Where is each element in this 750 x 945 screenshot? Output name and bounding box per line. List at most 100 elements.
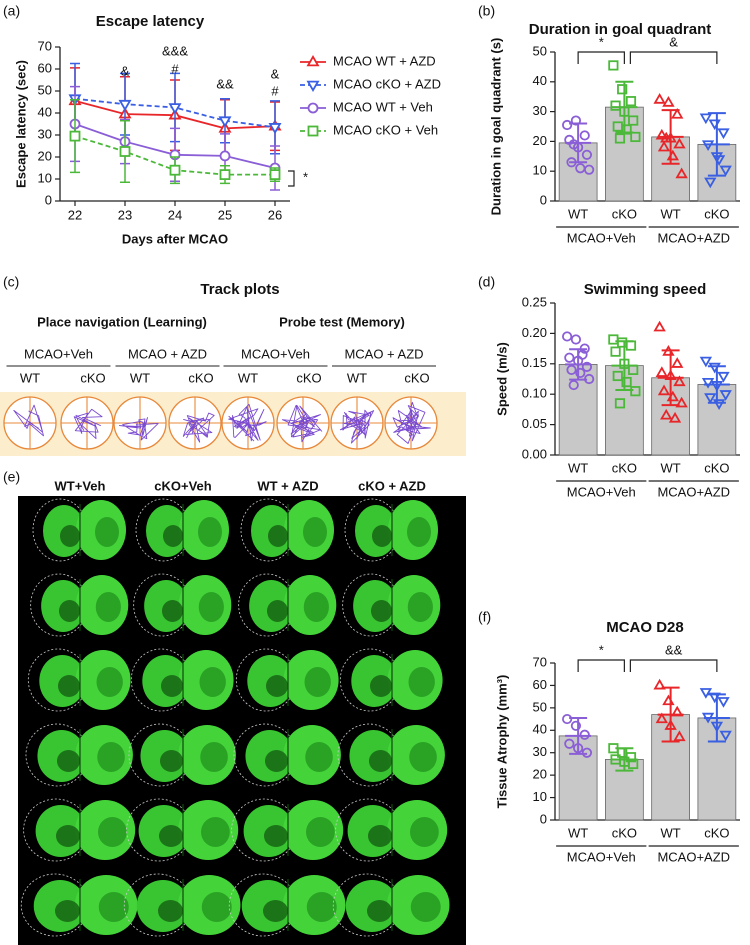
brain-structure: [201, 892, 232, 922]
data-point: [219, 150, 231, 162]
y-tick-label: 10: [533, 163, 547, 178]
swim-track: [118, 417, 159, 441]
error-bar: [565, 348, 592, 381]
data-point: [704, 177, 717, 189]
data-point: [617, 84, 628, 95]
y-tick-label: 50: [38, 82, 52, 97]
brain-structure: [410, 817, 439, 847]
data-point: [655, 128, 669, 140]
data-point: [614, 398, 626, 409]
x-tick-label: WT: [661, 206, 681, 221]
y-tick-label: 30: [533, 744, 547, 759]
section-label: Place navigation (Learning): [37, 314, 207, 329]
brain-structure: [407, 592, 433, 622]
brain-structure: [263, 900, 288, 922]
data-point: [717, 128, 730, 140]
brain-structure: [370, 675, 392, 697]
x-tick-label: WT: [568, 206, 588, 221]
data-point: [579, 130, 590, 141]
data-point: [719, 730, 732, 742]
data-point: [657, 140, 671, 152]
brain-structure: [158, 900, 183, 922]
group-label: MCAO+Veh: [241, 346, 310, 361]
data-point: [564, 352, 575, 363]
chart-title: Track plots: [200, 281, 279, 298]
data-point: [653, 678, 666, 690]
data-point: [662, 96, 675, 107]
data-point: [610, 346, 621, 357]
legend-label: MCAO cKO + Veh: [333, 122, 438, 137]
y-tick-label: 0.05: [522, 416, 547, 431]
brain-structure: [305, 742, 333, 772]
brain-structure: [368, 825, 392, 847]
y-tick-label: 70: [38, 38, 52, 53]
data-point: [119, 146, 131, 157]
x-tick-label: 22: [68, 207, 82, 222]
group-label: MCAO+Veh: [567, 849, 636, 864]
data-point: [699, 113, 713, 125]
data-point: [717, 371, 730, 383]
brain-structure: [408, 667, 435, 697]
data-point: [653, 93, 666, 104]
brain-structure: [159, 825, 183, 847]
data-point: [218, 116, 232, 128]
data-point: [630, 131, 641, 143]
error-bar: [703, 112, 730, 177]
significance-label: &&&: [162, 43, 188, 58]
column-label: cKO+Veh: [154, 478, 212, 493]
y-tick-label: 40: [533, 73, 547, 88]
brain-structure: [98, 817, 127, 847]
x-tick-label: WT: [661, 460, 681, 475]
data-point: [708, 119, 721, 131]
error-bar: [565, 716, 592, 755]
data-point: [673, 730, 686, 742]
data-point: [625, 96, 637, 107]
group-label: MCAO+AZD: [657, 230, 730, 245]
data-point: [608, 60, 619, 71]
y-tick-label: 10: [533, 789, 547, 804]
swim-track: [281, 404, 323, 443]
brain-structure: [201, 817, 230, 847]
y-tick-label: 0.10: [522, 386, 547, 401]
data-point: [581, 149, 593, 160]
data-point: [562, 713, 573, 725]
significance-label: &: [669, 34, 678, 49]
brain-structure: [372, 525, 392, 547]
y-axis-title: Tissue Atrophy (mm³): [494, 675, 509, 809]
group-label: MCAO + AZD: [128, 346, 207, 361]
chart-title: MCAO D28: [606, 619, 684, 636]
brain-structure: [97, 742, 125, 772]
swim-track: [339, 409, 375, 444]
y-tick-label: 50: [533, 699, 547, 714]
x-tick-label: cKO: [704, 825, 729, 840]
data-point: [719, 390, 732, 401]
y-tick-label: 0.00: [522, 446, 547, 461]
column-label: WT: [130, 370, 150, 385]
brain-structure: [162, 600, 183, 622]
brain-structure: [199, 667, 226, 697]
group-label: MCAO+Veh: [24, 346, 93, 361]
brain-structure: [303, 592, 329, 622]
data-point: [704, 393, 717, 404]
data-point: [564, 738, 575, 749]
legend-marker: [307, 102, 319, 114]
data-point: [668, 411, 682, 423]
significance-bracket: [629, 51, 718, 64]
brain-structure: [95, 517, 119, 547]
brain-structure: [268, 525, 288, 547]
data-point: [69, 130, 81, 142]
brain-structure: [306, 892, 337, 922]
group-label: MCAO+Veh: [567, 230, 636, 245]
significance-bracket: [577, 659, 625, 672]
error-bar: [611, 747, 638, 772]
x-tick-label: 26: [268, 207, 282, 222]
legend-label: MCAO WT + Veh: [333, 99, 433, 114]
legend-marker: [306, 80, 320, 92]
column-label: cKO: [404, 370, 429, 385]
data-point: [719, 165, 732, 177]
data-point: [675, 396, 688, 408]
panel-label: (a): [3, 3, 20, 19]
column-label: cKO: [188, 370, 213, 385]
column-label: cKO + AZD: [358, 478, 426, 493]
